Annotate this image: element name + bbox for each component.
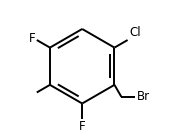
Text: Cl: Cl — [129, 26, 141, 39]
Text: F: F — [79, 120, 85, 133]
Text: Br: Br — [137, 90, 150, 103]
Text: F: F — [29, 32, 35, 45]
